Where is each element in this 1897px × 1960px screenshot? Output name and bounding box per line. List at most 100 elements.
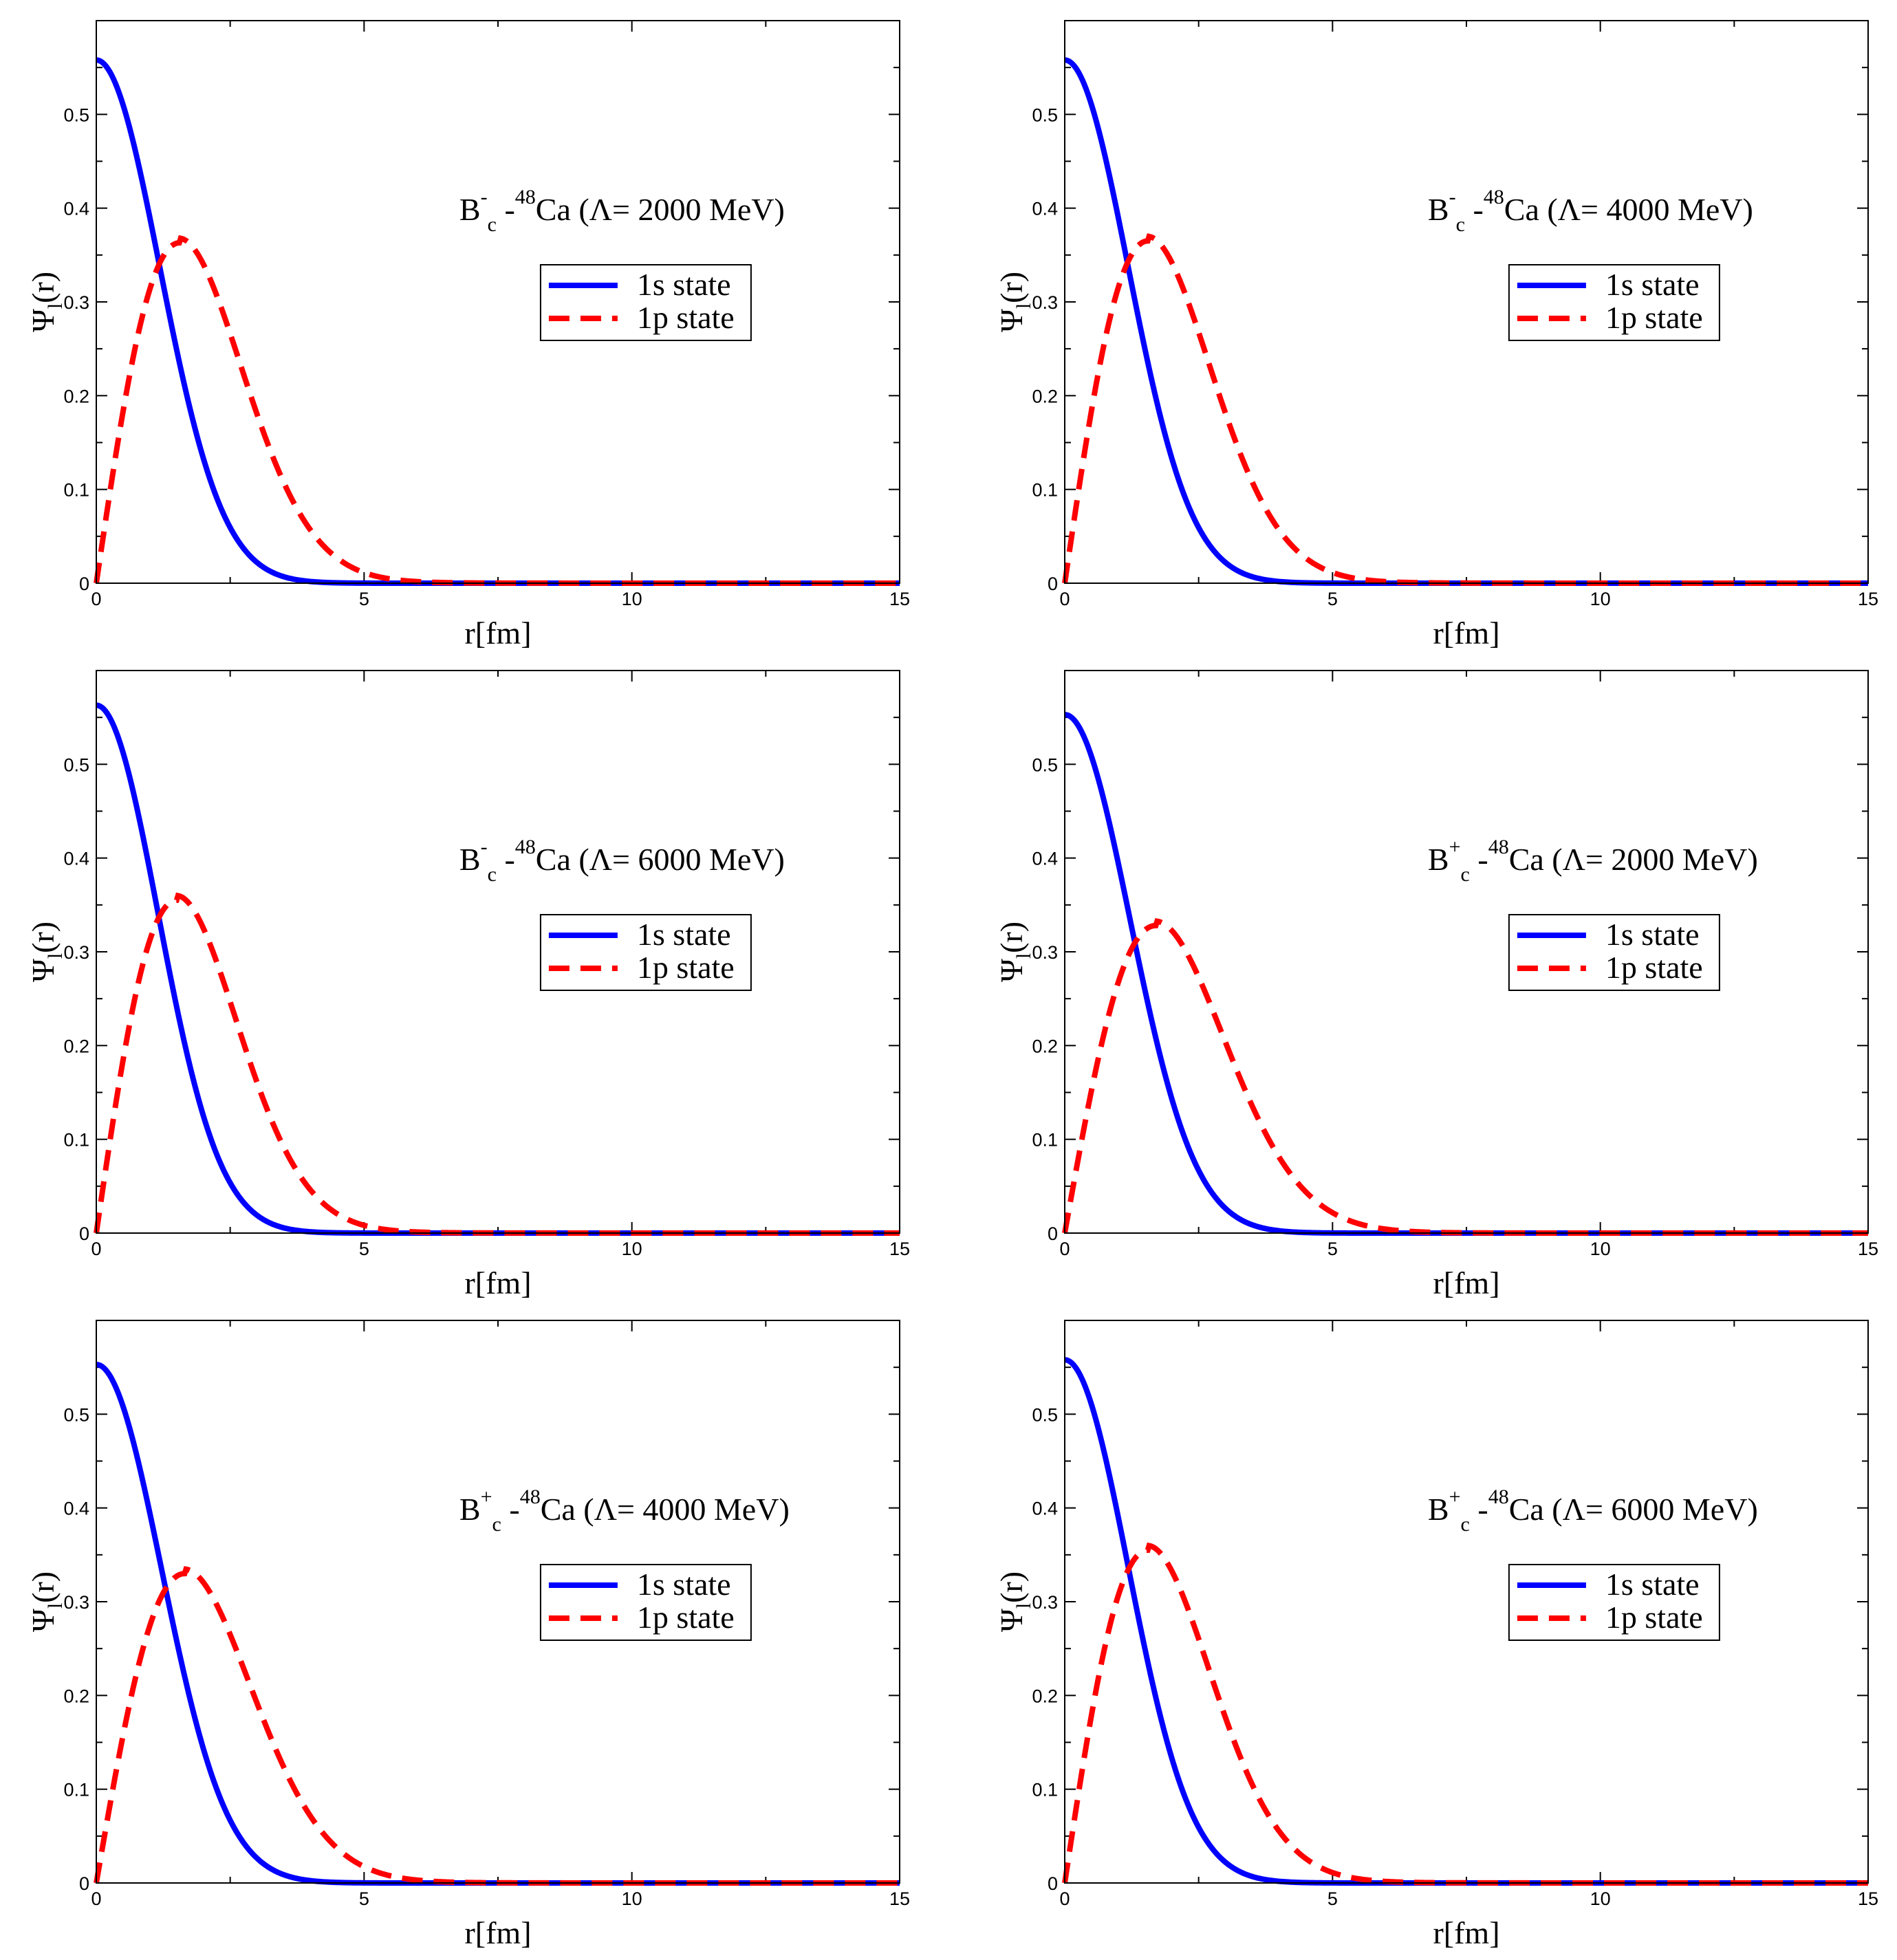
y-tick-label: 0.2: [1032, 1686, 1058, 1706]
y-tick-label: 0.1: [1032, 1130, 1058, 1151]
chart-panel-3: 0 5 10 15 0 0.1 0.2 0.3 0.4 0.5 r[fm] Ψl(r) B-c -48C…: [25, 670, 910, 1300]
x-tick-label: 10: [622, 1239, 642, 1259]
plot-frame: [1064, 670, 1869, 1234]
chart-title: B-c -48Ca (Λ= 2000 MeV): [459, 186, 785, 236]
chart-panel-2: 0 5 10 15 0 0.1 0.2 0.3 0.4 0.5 r[fm] Ψl(r) B-c -48C…: [994, 20, 1878, 651]
x-tick-label: 0: [91, 1888, 101, 1909]
x-tick-label: 15: [889, 1239, 910, 1259]
legend-box: [539, 264, 752, 341]
y-axis-label: Ψl(r): [25, 1571, 67, 1632]
x-tick-label: 5: [359, 1888, 369, 1909]
y-tick-label: 0.5: [63, 1404, 89, 1425]
legend-box: [1508, 1564, 1720, 1641]
x-axis-label: r[fm]: [464, 616, 531, 651]
plot-area: [1065, 21, 1868, 583]
y-tick-label: 0.3: [1032, 1592, 1058, 1613]
legend-label-1p: 1p state: [1605, 1600, 1703, 1635]
plot-frame: [1064, 20, 1869, 584]
y-tick-label: 0.4: [1032, 199, 1058, 219]
y-axis-label: Ψl(r): [994, 272, 1035, 332]
x-tick-label: 5: [359, 589, 369, 609]
legend-label-1s: 1s state: [637, 267, 731, 302]
y-tick-label: 0: [1048, 574, 1058, 594]
y-tick-label: 0: [1048, 1223, 1058, 1244]
legend-box: [1508, 914, 1720, 991]
y-tick-label: 0.2: [63, 386, 89, 406]
chart-title: B-c -48Ca (Λ= 4000 MeV): [1428, 186, 1753, 236]
legend-label-1p: 1p state: [1605, 300, 1703, 335]
plot-area: [96, 1320, 900, 1883]
x-tick-label: 0: [1059, 1239, 1070, 1259]
plot-frame: [1064, 1320, 1869, 1884]
y-tick-label: 0: [79, 574, 89, 594]
x-tick-label: 5: [1327, 1239, 1338, 1259]
plot-area: [1065, 671, 1868, 1233]
legend-box: [1508, 264, 1720, 341]
y-tick-label: 0.5: [63, 105, 89, 125]
y-tick-label: 0.4: [63, 849, 89, 869]
chart-panel-4: 0 5 10 15 0 0.1 0.2 0.3 0.4 0.5 r[fm] Ψl(r) B+c -48C…: [994, 670, 1878, 1300]
y-tick-label: 0.4: [1032, 849, 1058, 869]
y-tick-label: 0.1: [63, 1130, 89, 1151]
plot-frame: [96, 670, 900, 1234]
y-tick-label: 0.5: [1032, 754, 1058, 775]
y-tick-label: 0.4: [1032, 1499, 1058, 1519]
y-tick-label: 0.4: [63, 1499, 89, 1519]
legend-label-1p: 1p state: [637, 1600, 735, 1635]
x-tick-label: 15: [889, 589, 910, 609]
y-tick-label: 0.3: [63, 942, 89, 963]
chart-title: B+c -48Ca (Λ= 2000 MeV): [1428, 836, 1758, 886]
y-axis-label: Ψl(r): [25, 922, 67, 982]
x-tick-label: 15: [1858, 1888, 1878, 1909]
y-tick-label: 0.2: [63, 1686, 89, 1706]
x-axis-label: r[fm]: [464, 1265, 531, 1300]
x-axis-label: r[fm]: [1433, 1265, 1499, 1300]
x-tick-label: 10: [1590, 589, 1611, 609]
plot-area: [1065, 1320, 1868, 1883]
y-tick-label: 0: [79, 1223, 89, 1244]
legend-label-1s: 1s state: [637, 1567, 731, 1602]
plot-area: [96, 671, 900, 1233]
x-axis-label: r[fm]: [1433, 1915, 1499, 1950]
y-tick-label: 0.2: [63, 1036, 89, 1056]
y-tick-label: 0.2: [1032, 386, 1058, 406]
x-tick-label: 15: [889, 1888, 910, 1909]
y-tick-label: 0.2: [1032, 1036, 1058, 1056]
x-axis-label: r[fm]: [1433, 616, 1499, 651]
x-axis-label: r[fm]: [464, 1915, 531, 1950]
y-tick-label: 0.1: [63, 480, 89, 501]
chart-title: B+c -48Ca (Λ= 4000 MeV): [459, 1485, 790, 1536]
y-tick-label: 0.1: [1032, 1780, 1058, 1800]
x-tick-label: 10: [622, 589, 642, 609]
legend-box: [539, 1564, 752, 1641]
legend-label-1p: 1p state: [1605, 950, 1703, 985]
y-tick-label: 0: [79, 1873, 89, 1894]
y-tick-label: 0: [1048, 1873, 1058, 1894]
x-tick-label: 0: [1059, 589, 1070, 609]
chart-title: B-c -48Ca (Λ= 6000 MeV): [459, 836, 785, 886]
y-tick-label: 0.5: [1032, 105, 1058, 125]
plot-frame: [96, 1320, 900, 1884]
x-tick-label: 10: [1590, 1239, 1611, 1259]
y-tick-label: 0.3: [1032, 292, 1058, 313]
y-tick-label: 0.1: [1032, 480, 1058, 501]
legend-box: [539, 914, 752, 991]
x-tick-label: 5: [1327, 1888, 1338, 1909]
legend-label-1s: 1s state: [637, 917, 731, 952]
y-tick-label: 0.3: [63, 1592, 89, 1613]
x-tick-label: 5: [359, 1239, 369, 1259]
x-tick-label: 0: [91, 1239, 101, 1259]
y-axis-label: Ψl(r): [994, 1571, 1035, 1632]
x-tick-label: 10: [622, 1888, 642, 1909]
x-tick-label: 15: [1858, 589, 1878, 609]
y-tick-label: 0.5: [1032, 1404, 1058, 1425]
x-tick-label: 0: [91, 589, 101, 609]
y-tick-label: 0.4: [63, 199, 89, 219]
